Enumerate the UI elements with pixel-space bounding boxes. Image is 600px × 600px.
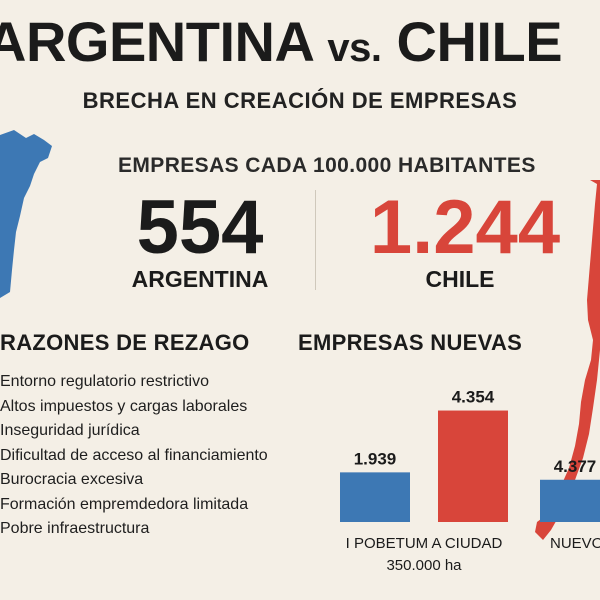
chile-value: 1.244 xyxy=(369,185,561,270)
reasons-list: Entorno regulatorio restrictivo Altos im… xyxy=(0,370,310,542)
title-argentina: ARGENTINA xyxy=(0,10,313,73)
chart-bar xyxy=(340,472,410,522)
chart-title: EMPRESAS NUEVAS xyxy=(298,330,523,355)
metric-title: EMPRESAS CADA 100.000 HABITANTES xyxy=(118,154,536,177)
chart-bar xyxy=(540,479,600,522)
argentina-label: ARGENTINA xyxy=(131,266,269,292)
page-title: ARGENTINA vs. CHILE xyxy=(0,14,600,70)
reason-item: Dificultad de acceso al financiamiento xyxy=(0,446,268,464)
metric-divider xyxy=(315,190,316,290)
group-label: NUEVO xyxy=(550,535,600,552)
reason-item: Altos impuestos y cargas laborales xyxy=(0,397,248,415)
group-sublabel: 350.000 ha xyxy=(386,557,462,574)
bar-value-label: 4.354 xyxy=(452,388,495,407)
title-vs: vs. xyxy=(327,26,382,70)
reason-item: Inseguridad jurídica xyxy=(0,422,140,439)
new-companies-chart: 1.939 4.354 I POBETUM A CIUDAD 350.000 ha 4.… xyxy=(340,388,600,574)
chile-map-icon xyxy=(535,180,600,540)
argentina-value: 554 xyxy=(136,185,264,270)
title-chile: CHILE xyxy=(396,10,563,73)
reason-item: Pobre infraestructura xyxy=(0,520,150,537)
bar-value-label: 4.377 xyxy=(554,457,597,476)
group-label: I POBETUM A CIUDAD xyxy=(346,535,503,552)
argentina-map-icon xyxy=(0,130,52,298)
reasons-title: RAZONES DE REZAGO xyxy=(0,330,250,355)
reason-item: Formación empremdedora limitada xyxy=(0,495,249,513)
page-subtitle: BRECHA EN CREACIÓN DE EMPRESAS xyxy=(82,88,518,113)
reason-item: Burocracia excesiva xyxy=(0,471,144,488)
chile-label: CHILE xyxy=(425,266,495,292)
reason-item: Entorno regulatorio restrictivo xyxy=(0,373,209,390)
bar-value-label: 1.939 xyxy=(354,449,397,468)
chart-bar xyxy=(438,410,508,522)
